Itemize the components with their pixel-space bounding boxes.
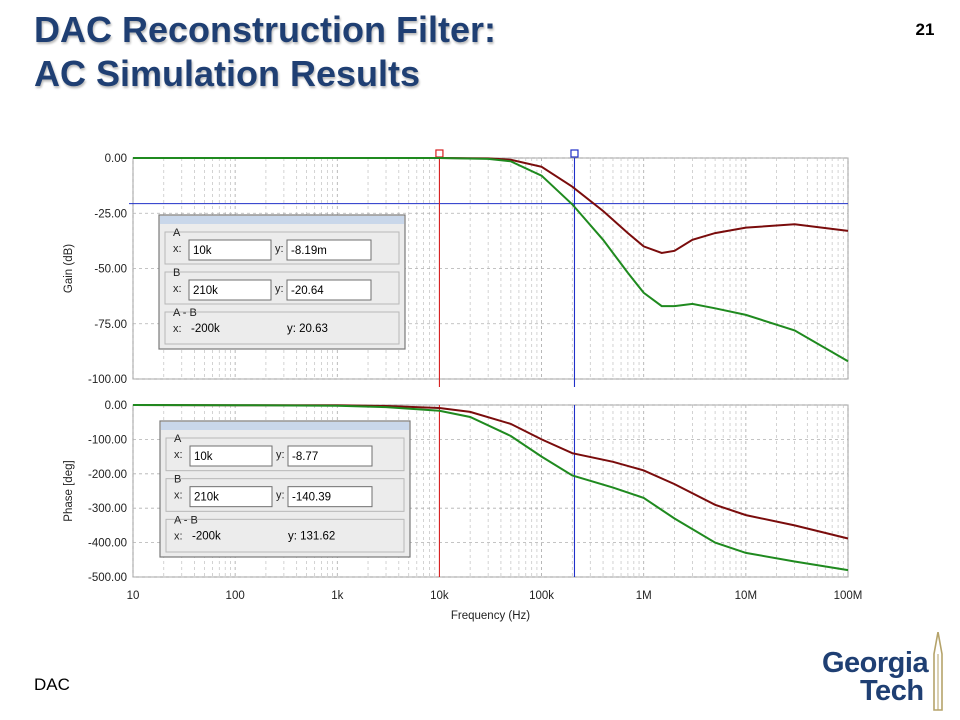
x-tick-label: 100M xyxy=(834,590,863,602)
readout-diff-label: A - B xyxy=(173,307,197,319)
readout-diff-x-label: x: xyxy=(174,530,183,542)
readout-group-b xyxy=(164,271,400,305)
readout-a-label: A xyxy=(174,433,182,445)
tech-tower-icon xyxy=(933,632,943,711)
readout-a-y-value: -8.19m xyxy=(291,245,327,257)
phase-panel: 0.00 -100.00 -200.00 -300.00 -400.00 -500.00 P… xyxy=(63,400,862,622)
georgia-tech-logo: Georgia Tech xyxy=(818,632,948,714)
readout-b-x-value: 210k xyxy=(194,492,219,504)
readout-diff-label: A - B xyxy=(174,514,198,526)
readout-a-y-label: y: xyxy=(275,243,284,255)
readout-b-x-value: 210k xyxy=(193,285,218,297)
phase-cursor-readout: Ax: 10k y: -8.77 Bx: 210k y: -140.39 A - B x: -200… xyxy=(159,420,411,558)
y-tick-label: 0.00 xyxy=(105,153,127,165)
slide-title-line-1: DAC Reconstruction Filter: xyxy=(34,9,497,50)
readout-titlebar xyxy=(160,216,404,224)
readout-b-y-value: -140.39 xyxy=(292,492,331,504)
x-axis-label: Frequency (Hz) xyxy=(451,610,530,622)
logo-line-1: Georgia xyxy=(822,647,929,679)
page-number: 21 xyxy=(915,20,935,39)
x-tick-label: 10 xyxy=(127,590,140,602)
readout-a-x-value: 10k xyxy=(193,245,212,257)
x-tick-label: 10k xyxy=(430,590,449,602)
cursor-a-handle[interactable] xyxy=(435,149,444,158)
y-tick-label: -100.00 xyxy=(88,374,127,386)
readout-a-y-field[interactable] xyxy=(286,239,372,261)
y-tick-label: -50.00 xyxy=(94,264,127,276)
readout-b-x-field[interactable] xyxy=(188,279,272,301)
x-tick-label: 1M xyxy=(636,590,652,602)
x-tick-label: 10M xyxy=(735,590,757,602)
cursor-b-handle[interactable] xyxy=(570,149,579,158)
y-tick-label: -25.00 xyxy=(94,208,127,220)
readout-diff-x-value: -200k xyxy=(192,530,221,542)
readout-a-x-field[interactable] xyxy=(188,239,272,261)
x-tick-label: 100 xyxy=(226,590,245,602)
readout-a-y-field[interactable] xyxy=(287,445,373,467)
logo-line-2: Tech xyxy=(860,675,924,707)
x-tick-label: 100k xyxy=(529,590,554,602)
gain-cursor-readout: Ax: 10k y: -8.19m Bx: 210k y: -20.64 A - B x: -200… xyxy=(158,214,406,350)
readout-b-label: B xyxy=(174,474,181,486)
readout-group-a xyxy=(165,437,405,472)
readout-b-y-field[interactable] xyxy=(286,279,372,301)
y-tick-label: 0.00 xyxy=(105,400,127,412)
slide-title: DAC Reconstruction Filter: AC Simulation… xyxy=(34,8,496,96)
readout-b-y-label: y: xyxy=(276,490,285,502)
readout-b-label: B xyxy=(173,267,180,279)
readout-diff-x-label: x: xyxy=(173,323,182,335)
readout-a-x-field[interactable] xyxy=(189,445,273,467)
green-trace xyxy=(132,404,849,572)
readout-diff-y-value: y: 20.63 xyxy=(287,323,328,335)
readout-group-b xyxy=(165,478,405,512)
readout-b-y-value: -20.64 xyxy=(291,285,324,297)
readout-a-label: A xyxy=(173,227,181,239)
readout-titlebar xyxy=(161,422,409,430)
y-tick-label: -75.00 xyxy=(94,319,127,331)
slide-title-line-2: AC Simulation Results xyxy=(34,53,421,94)
readout-b-y-field[interactable] xyxy=(287,486,373,508)
readout-b-y-label: y: xyxy=(275,283,284,295)
y-tick-label: -400.00 xyxy=(88,538,127,550)
green-trace xyxy=(133,157,849,363)
readout-group-diff xyxy=(164,311,400,345)
y-tick-label: -100.00 xyxy=(88,434,127,446)
y-axis-label: Phase [deg] xyxy=(63,460,75,521)
readout-a-x-label: x: xyxy=(173,243,182,255)
readout-a-x-value: 10k xyxy=(194,451,213,463)
readout-diff-y-value: y: 131.62 xyxy=(288,530,335,542)
readout-diff-x-value: -200k xyxy=(191,323,220,335)
y-tick-label: -500.00 xyxy=(88,572,127,584)
y-tick-label: -300.00 xyxy=(88,503,127,515)
gain-panel: 0.00 -25.00 -50.00 -75.00 -100.00 Gain (dB) Ax… xyxy=(63,149,849,387)
readout-b-x-label: x: xyxy=(174,490,183,502)
readout-b-x-label: x: xyxy=(173,283,182,295)
readout-group-a xyxy=(164,231,400,265)
y-tick-label: -200.00 xyxy=(88,469,127,481)
footer-label: DAC xyxy=(34,675,70,694)
readout-a-x-label: x: xyxy=(174,449,183,461)
x-tick-label: 1k xyxy=(331,590,343,602)
y-axis-label: Gain (dB) xyxy=(63,244,75,293)
readout-a-y-value: -8.77 xyxy=(292,451,318,463)
readout-group-diff xyxy=(165,518,405,553)
readout-b-x-field[interactable] xyxy=(189,486,273,508)
readout-a-y-label: y: xyxy=(276,449,285,461)
